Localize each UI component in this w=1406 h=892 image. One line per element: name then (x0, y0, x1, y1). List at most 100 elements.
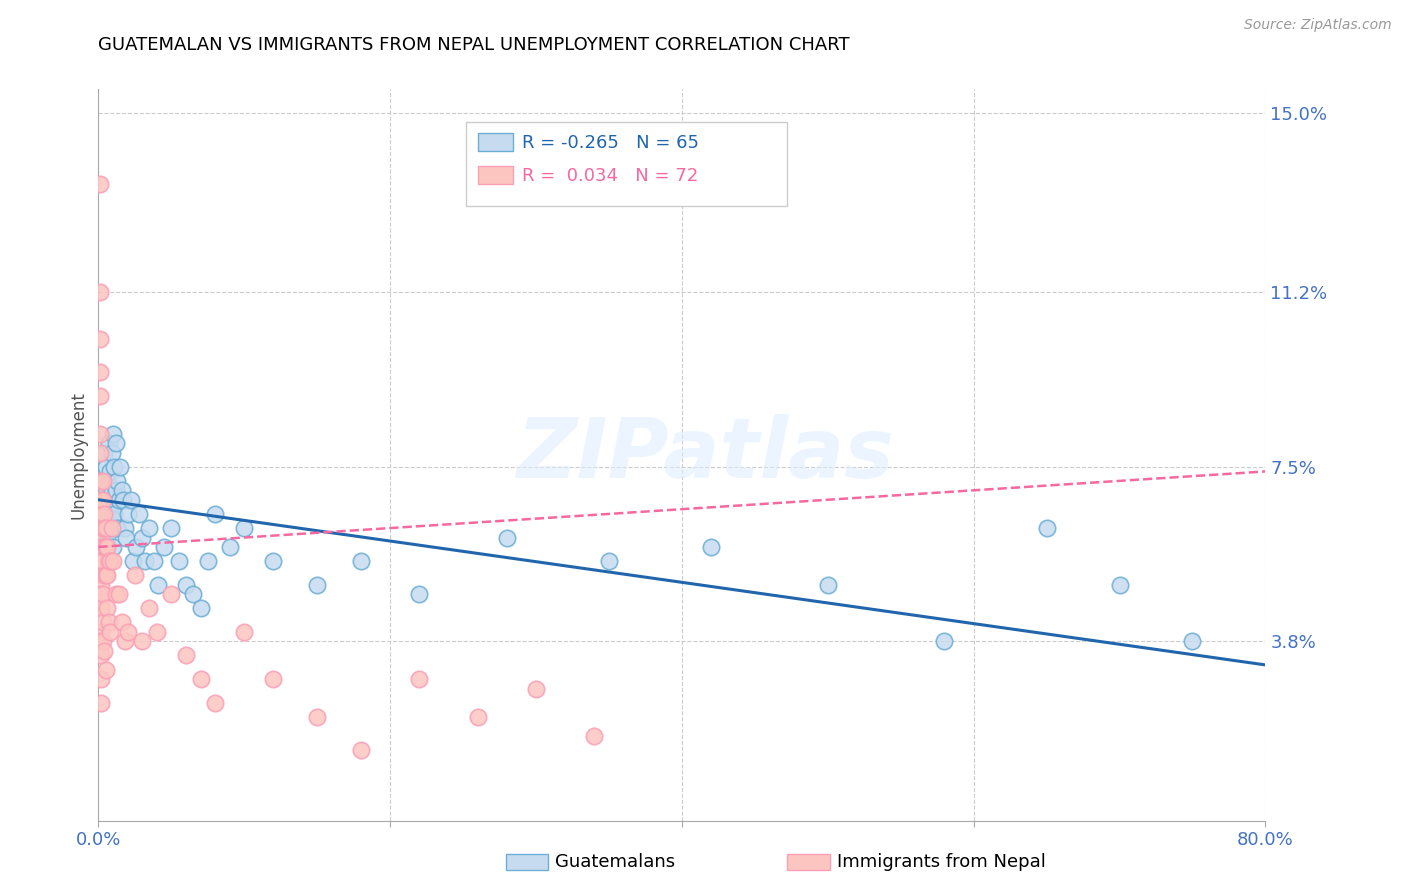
Point (117, 507, 139, 521)
Point (96, 568, 118, 582)
Point (105, 474, 128, 488)
Point (125, 540, 148, 554)
Point (90, 577, 112, 591)
Point (174, 577, 197, 591)
Point (114, 521, 136, 535)
Point (496, 531, 519, 545)
Point (89, 426, 111, 441)
Point (408, 672, 430, 686)
Point (96, 474, 118, 488)
Point (190, 601, 212, 615)
Point (91, 615, 114, 630)
Point (93, 540, 115, 554)
Point (524, 681, 547, 696)
Point (90, 672, 112, 686)
Point (934, 634, 956, 648)
Point (138, 521, 160, 535)
Point (91, 554, 114, 568)
Point (1035, 521, 1057, 535)
Point (128, 507, 150, 521)
Point (467, 710, 489, 724)
Point (89, 554, 111, 568)
Point (91, 540, 114, 554)
Point (101, 554, 124, 568)
Point (90, 601, 112, 615)
Point (114, 634, 136, 648)
Point (190, 672, 212, 686)
Point (91, 587, 114, 601)
Point (100, 445, 122, 459)
Point (97, 554, 120, 568)
Point (97, 615, 120, 630)
Point (91, 474, 114, 488)
Point (91, 521, 114, 535)
Point (142, 554, 165, 568)
Point (233, 624, 256, 639)
Point (97, 521, 120, 535)
Point (89, 389, 111, 403)
Point (104, 436, 127, 450)
Text: Source: ZipAtlas.com: Source: ZipAtlas.com (1244, 18, 1392, 32)
Point (218, 540, 240, 554)
Point (94, 568, 117, 582)
Y-axis label: Unemployment: Unemployment (69, 391, 87, 519)
Point (408, 587, 430, 601)
Point (89, 445, 111, 459)
Point (117, 624, 139, 639)
Point (146, 624, 169, 639)
Text: GUATEMALAN VS IMMIGRANTS FROM NEPAL UNEMPLOYMENT CORRELATION CHART: GUATEMALAN VS IMMIGRANTS FROM NEPAL UNEM… (98, 36, 851, 54)
Point (204, 507, 226, 521)
Point (94, 521, 117, 535)
Point (103, 507, 125, 521)
Point (148, 577, 170, 591)
Point (1181, 634, 1204, 648)
Point (108, 587, 131, 601)
Text: R =  0.034   N = 72: R = 0.034 N = 72 (522, 167, 699, 185)
Point (111, 615, 134, 630)
Point (98, 465, 121, 479)
Point (96, 507, 118, 521)
Point (96, 601, 118, 615)
Point (197, 554, 219, 568)
Point (90, 540, 112, 554)
Point (97, 436, 120, 450)
Point (583, 729, 606, 743)
Point (91, 507, 114, 521)
Point (91, 492, 114, 507)
Text: Immigrants from Nepal: Immigrants from Nepal (837, 853, 1046, 871)
Point (112, 492, 135, 507)
Point (90, 587, 112, 601)
FancyBboxPatch shape (478, 166, 513, 185)
Point (204, 696, 226, 710)
Point (160, 587, 183, 601)
Point (94, 540, 117, 554)
Point (96, 540, 118, 554)
Point (103, 459, 125, 474)
Point (134, 554, 156, 568)
Text: ZIPatlas: ZIPatlas (516, 415, 894, 495)
Point (122, 554, 145, 568)
Point (93, 531, 115, 545)
Point (89, 492, 111, 507)
Point (90, 492, 112, 507)
Point (350, 743, 373, 757)
Point (307, 710, 329, 724)
Text: Guatemalans: Guatemalans (555, 853, 675, 871)
Point (101, 426, 124, 441)
Point (100, 521, 122, 535)
Point (104, 483, 127, 498)
Point (153, 540, 176, 554)
Point (233, 521, 256, 535)
Point (131, 634, 153, 648)
Point (90, 554, 112, 568)
Point (89, 521, 111, 535)
Point (94, 663, 117, 677)
Point (1108, 577, 1130, 591)
Point (181, 587, 204, 601)
Point (104, 587, 127, 601)
Point (160, 521, 183, 535)
Point (120, 492, 142, 507)
Point (89, 474, 111, 488)
Point (262, 554, 284, 568)
Point (90, 507, 112, 521)
